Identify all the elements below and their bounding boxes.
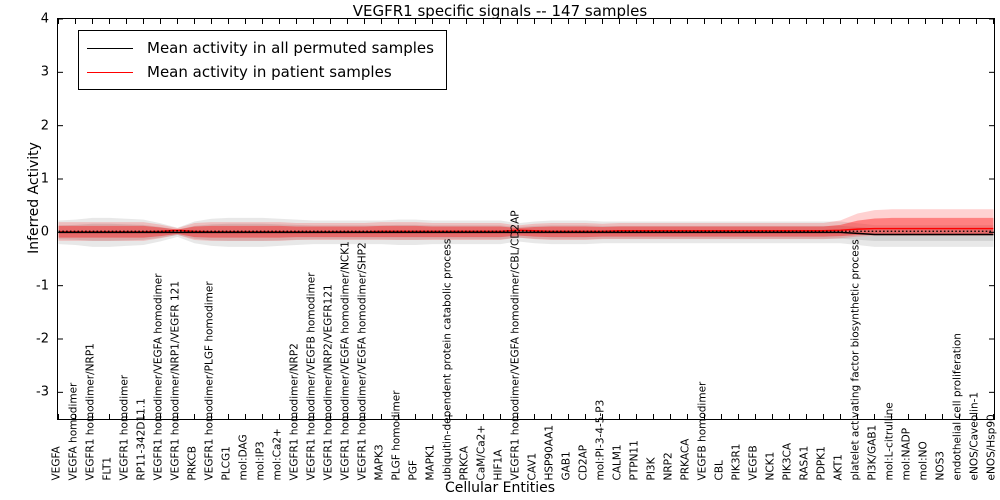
- x-tick-label: MAPK1: [424, 443, 436, 480]
- x-tick-label: PDPK1: [815, 445, 827, 480]
- chart-svg: [58, 19, 994, 419]
- y-tick-label: -1: [36, 278, 49, 294]
- x-tick-label: PRKCB: [186, 445, 198, 480]
- x-tick-label: AKT1: [832, 453, 844, 480]
- x-tick-label: HIF1A: [492, 449, 504, 480]
- x-tick-label: mol:NO: [917, 440, 929, 480]
- legend-label: Mean activity in all permuted samples: [147, 39, 434, 57]
- x-tick-label: VEGFR1 homodimer/VEGFA homodimer: [152, 272, 164, 480]
- x-tick-label: mol:L-citrulline: [883, 401, 895, 480]
- x-tick-label: VEGFR1 homodimer/VEGFA homodimer/SHP2: [356, 241, 368, 480]
- x-tick-label: CD2AP: [577, 444, 589, 480]
- x-tick-label: CALM1: [611, 443, 623, 480]
- y-tick-label: -2: [36, 331, 49, 347]
- chart-legend: Mean activity in all permuted samples Mea…: [78, 30, 447, 90]
- x-tick-label: MAPK3: [373, 443, 385, 480]
- legend-line-swatch: [87, 71, 133, 73]
- x-tick-label: RP11-342D11.1: [135, 397, 147, 480]
- x-tick-label: endothelial cell proliferation: [951, 332, 963, 480]
- legend-item: Mean activity in all permuted samples: [87, 36, 434, 60]
- x-tick-label: RASA1: [798, 445, 810, 480]
- y-tick-label: 0: [40, 224, 49, 240]
- x-tick-label: VEGFR1 homodimer/VEGFA homodimer/CBL/CD2…: [509, 209, 521, 480]
- y-tick-label: 3: [40, 64, 49, 80]
- x-tick-label: PTPN11: [628, 439, 640, 480]
- x-tick-label: VEGFR1 homodimer/VEGFB homodimer: [305, 271, 317, 480]
- axes-frame: [57, 18, 995, 420]
- legend-item: Mean activity in patient samples: [87, 60, 434, 84]
- x-tick-label: VEGFR1 homodimer/VEGFA homodimer/NCK1: [339, 240, 351, 480]
- x-tick-label: VEGFA homodimer: [67, 382, 79, 480]
- x-tick-label: VEGFR1 homodimer/PLGF homodimer: [203, 280, 215, 480]
- x-tick-label: platelet activating factor biosynthetic …: [849, 238, 861, 480]
- x-tick-label: mol:PI-3-4-5-P3: [594, 399, 606, 480]
- x-tick-label: mol:IP3: [254, 440, 266, 480]
- x-tick-label: HSP90AA1: [543, 424, 555, 480]
- x-tick-label: mol:DAG: [237, 433, 249, 480]
- y-tick-label: 2: [40, 118, 49, 134]
- x-tick-label: PI3K/GAB1: [866, 424, 878, 480]
- x-tick-label: VEGFR1 homodimer/NRP2: [288, 342, 300, 480]
- y-tick-label: 4: [40, 11, 49, 27]
- legend-label: Mean activity in patient samples: [147, 63, 392, 81]
- y-tick-label: -3: [36, 384, 49, 400]
- x-tick-label: VEGFB homodimer: [696, 381, 708, 480]
- x-tick-label: PLCG1: [220, 445, 232, 480]
- x-tick-label: CAV1: [526, 452, 538, 480]
- y-tick-label: 1: [40, 171, 49, 187]
- x-tick-label: VEGFA: [50, 445, 62, 480]
- x-tick-label: VEGFB: [747, 444, 759, 480]
- x-tick-label: PIK3R1: [730, 443, 742, 480]
- legend-line-swatch: [87, 47, 133, 49]
- x-tick-label: VEGFR1 homodimer/NRP1: [84, 342, 96, 480]
- x-tick-label: VEGFR1 homodimer/NRP1/VEGFR 121: [169, 280, 181, 480]
- x-tick-label: PI3K: [645, 457, 657, 480]
- x-tick-label: ubiquitin-dependent protein catabolic pr…: [441, 238, 453, 480]
- plot-area: Mean activity in all permuted samples Mea…: [57, 18, 995, 420]
- x-tick-label: NCK1: [764, 451, 776, 480]
- x-tick-label: mol:NADP: [900, 427, 912, 480]
- x-tick-label: GAB1: [560, 450, 572, 480]
- x-tick-label: VEGFR1 homodimer: [118, 374, 130, 480]
- x-axis-label: Cellular Entities: [444, 480, 556, 496]
- x-tick-label: CBL: [713, 459, 725, 480]
- x-tick-label: NOS3: [934, 450, 946, 480]
- y-axis-ticks: -3 -2 -1 0 1 2 3 4: [0, 12, 57, 420]
- x-tick-label: PRKACA: [679, 438, 691, 480]
- x-tick-label: eNOS/Hsp90: [985, 413, 997, 480]
- x-tick-label: CaM/Ca2+: [475, 424, 487, 480]
- x-tick-label: mol:Ca2+: [271, 427, 283, 480]
- x-tick-label: PRKCA: [458, 445, 470, 480]
- chart-title: VEGFR1 specific signals -- 147 samples: [352, 2, 648, 20]
- x-tick-label: PGF: [407, 459, 419, 480]
- x-tick-label: VEGFR1 homodimer/NRP2/VEGFR121: [322, 283, 334, 480]
- x-tick-label: NRP2: [662, 451, 674, 480]
- x-tick-label: FLT1: [101, 456, 113, 480]
- x-tick-label: PIK3CA: [781, 442, 793, 480]
- x-axis-tick-labels: VEGFA VEGFA homodimer VEGFR1 homodimer/NRP…: [50, 210, 997, 480]
- x-tick-label: PLGF homodimer: [390, 389, 402, 480]
- x-tick-label: eNOS/Caveolin-1: [968, 391, 980, 480]
